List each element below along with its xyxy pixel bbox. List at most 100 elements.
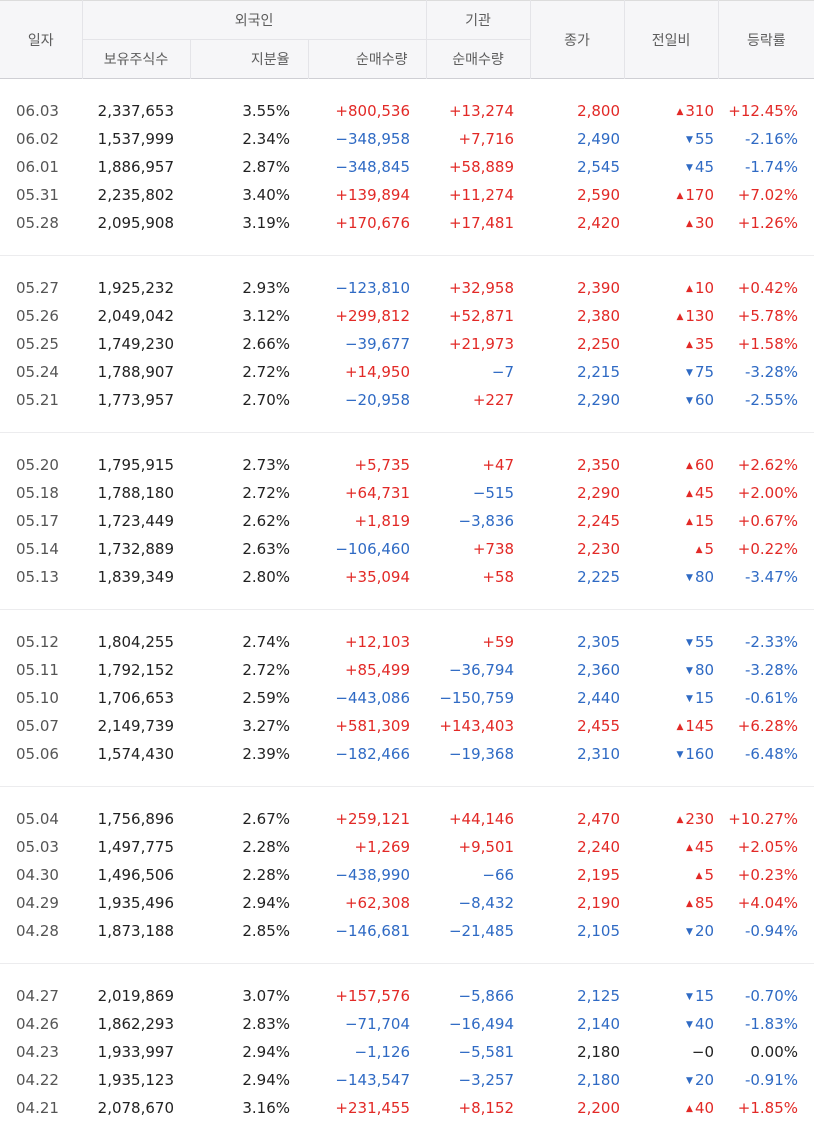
cell-holdings: 2,078,670 — [82, 1094, 190, 1122]
cell-holdings: 1,804,255 — [82, 628, 190, 656]
cell-date: 05.26 — [0, 302, 82, 330]
change-value: 80 — [695, 568, 714, 586]
cell-close: 2,240 — [530, 833, 624, 861]
cell-holdings: 1,756,896 — [82, 805, 190, 833]
cell-foreign-net: −123,810 — [308, 274, 426, 302]
cell-holdings: 1,788,180 — [82, 479, 190, 507]
change-value: 5 — [704, 866, 714, 884]
triangle-up-icon: ▲ — [686, 517, 693, 527]
header-holdings: 보유주식수 — [82, 40, 190, 79]
triangle-down-icon: ▼ — [686, 666, 693, 676]
change-value: 10 — [695, 279, 714, 297]
cell-inst-net: +58,889 — [426, 153, 530, 181]
triangle-down-icon: ▼ — [686, 396, 693, 406]
change-value: 40 — [695, 1099, 714, 1117]
spacer-cell — [0, 964, 814, 982]
cell-close: 2,180 — [530, 1066, 624, 1094]
cell-holdings: 1,862,293 — [82, 1010, 190, 1038]
cell-date: 05.17 — [0, 507, 82, 535]
cell-close: 2,125 — [530, 982, 624, 1010]
cell-date: 05.10 — [0, 684, 82, 712]
cell-foreign-net: +62,308 — [308, 889, 426, 917]
cell-rate: +2.62% — [718, 451, 814, 479]
change-value: 15 — [695, 987, 714, 1005]
cell-close: 2,545 — [530, 153, 624, 181]
cell-foreign-net: +12,103 — [308, 628, 426, 656]
cell-change: ▲5 — [624, 535, 718, 563]
spacer-cell — [0, 591, 814, 609]
change-value: 20 — [695, 922, 714, 940]
cell-holdings: 1,792,152 — [82, 656, 190, 684]
cell-date: 05.31 — [0, 181, 82, 209]
cell-rate: -0.91% — [718, 1066, 814, 1094]
change-value: 20 — [695, 1071, 714, 1089]
cell-ratio: 2.83% — [190, 1010, 308, 1038]
cell-change: ▲230 — [624, 805, 718, 833]
cell-inst-net: +17,481 — [426, 209, 530, 237]
cell-ratio: 3.12% — [190, 302, 308, 330]
cell-inst-net: −7 — [426, 358, 530, 386]
change-value: 160 — [685, 745, 714, 763]
cell-ratio: 2.73% — [190, 451, 308, 479]
cell-date: 04.30 — [0, 861, 82, 889]
cell-inst-net: +143,403 — [426, 712, 530, 740]
cell-foreign-net: +5,735 — [308, 451, 426, 479]
triangle-up-icon: ▲ — [676, 312, 683, 322]
cell-holdings: 1,732,889 — [82, 535, 190, 563]
cell-ratio: 2.70% — [190, 386, 308, 414]
triangle-down-icon: ▼ — [686, 1020, 693, 1030]
cell-inst-net: +7,716 — [426, 125, 530, 153]
cell-foreign-net: −438,990 — [308, 861, 426, 889]
cell-rate: +1.26% — [718, 209, 814, 237]
cell-date: 05.21 — [0, 386, 82, 414]
change-value: 55 — [695, 633, 714, 651]
cell-inst-net: −19,368 — [426, 740, 530, 768]
cell-rate: 0.00% — [718, 1038, 814, 1066]
cell-foreign-net: −348,958 — [308, 125, 426, 153]
cell-holdings: 2,095,908 — [82, 209, 190, 237]
cell-inst-net: +9,501 — [426, 833, 530, 861]
cell-foreign-net: −71,704 — [308, 1010, 426, 1038]
cell-rate: -1.74% — [718, 153, 814, 181]
change-value: 5 — [704, 540, 714, 558]
cell-date: 05.25 — [0, 330, 82, 358]
cell-change: ▲40 — [624, 1094, 718, 1122]
cell-ratio: 2.59% — [190, 684, 308, 712]
spacer-cell — [0, 787, 814, 805]
cell-holdings: 1,706,653 — [82, 684, 190, 712]
change-value: 45 — [695, 158, 714, 176]
cell-change: ▼20 — [624, 917, 718, 945]
cell-foreign-net: +139,894 — [308, 181, 426, 209]
cell-ratio: 2.74% — [190, 628, 308, 656]
cell-ratio: 2.87% — [190, 153, 308, 181]
header-foreign-net: 순매수량 — [308, 40, 426, 79]
cell-holdings: 1,749,230 — [82, 330, 190, 358]
cell-close: 2,800 — [530, 97, 624, 125]
cell-change: −0 — [624, 1038, 718, 1066]
cell-foreign-net: +35,094 — [308, 563, 426, 591]
cell-date: 05.07 — [0, 712, 82, 740]
cell-close: 2,200 — [530, 1094, 624, 1122]
cell-change: ▲170 — [624, 181, 718, 209]
triangle-up-icon: ▲ — [686, 340, 693, 350]
cell-ratio: 2.72% — [190, 479, 308, 507]
cell-close: 2,225 — [530, 563, 624, 591]
change-value: 170 — [685, 186, 714, 204]
cell-inst-net: −3,836 — [426, 507, 530, 535]
cell-change: ▲310 — [624, 97, 718, 125]
cell-ratio: 2.94% — [190, 1066, 308, 1094]
cell-date: 05.12 — [0, 628, 82, 656]
cell-date: 05.14 — [0, 535, 82, 563]
group-spacer — [0, 945, 814, 963]
cell-ratio: 2.94% — [190, 889, 308, 917]
